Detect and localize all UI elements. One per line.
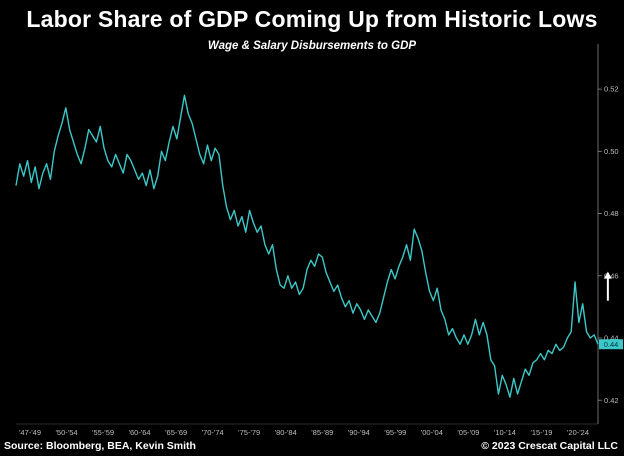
y-tick-label: 0.46 <box>604 271 619 280</box>
x-tick-label: '90-'94 <box>348 428 370 437</box>
series-layer <box>15 94 599 398</box>
x-tick-label: '05-'09 <box>457 428 479 437</box>
series-line <box>15 94 599 398</box>
x-tick-label: '55-'59 <box>92 428 114 437</box>
chart-title: Labor Share of GDP Coming Up from Histor… <box>26 6 598 32</box>
source-note: Source: Bloomberg, BEA, Kevin Smith <box>4 440 196 452</box>
last-value-badge <box>599 339 623 350</box>
up-arrow-icon <box>603 271 612 301</box>
x-tick-label: '20-'24 <box>567 428 589 437</box>
x-tick-label: '10-'14 <box>494 428 516 437</box>
last-value-label: 0.44 <box>604 340 619 349</box>
x-tick-label: '65-'69 <box>165 428 187 437</box>
x-tick-label: '95-'99 <box>384 428 406 437</box>
y-tick-label: 0.52 <box>604 85 619 94</box>
x-tick-label: '50-'54 <box>56 428 78 437</box>
tick-layer <box>16 44 602 425</box>
x-tick-label: '60-'64 <box>129 428 151 437</box>
x-tick-label: '85-'89 <box>311 428 333 437</box>
x-tick-label: '80-'84 <box>275 428 297 437</box>
y-tick-label: 0.48 <box>604 209 619 218</box>
x-tick-label: '75-'79 <box>238 428 260 437</box>
x-tick-label: '47-'49 <box>19 428 41 437</box>
label-layer: 0.42 0.44 0.46 0.48 0.50 0.52 '47-'49 '50-'54 '5… <box>19 85 623 437</box>
x-tick-label: '70-'74 <box>202 428 224 437</box>
y-tick-label: 0.42 <box>604 396 619 405</box>
x-tick-label: '00-'04 <box>421 428 443 437</box>
y-tick-label: 0.44 <box>604 334 619 343</box>
y-tick-label: 0.50 <box>604 147 619 156</box>
up-arrow-head <box>603 271 612 279</box>
x-tick-label: '15-'19 <box>530 428 552 437</box>
chart-subtitle: Wage & Salary Disbursements to GDP <box>207 40 417 52</box>
copyright-note: © 2023 Crescat Capital LLC <box>481 440 618 452</box>
